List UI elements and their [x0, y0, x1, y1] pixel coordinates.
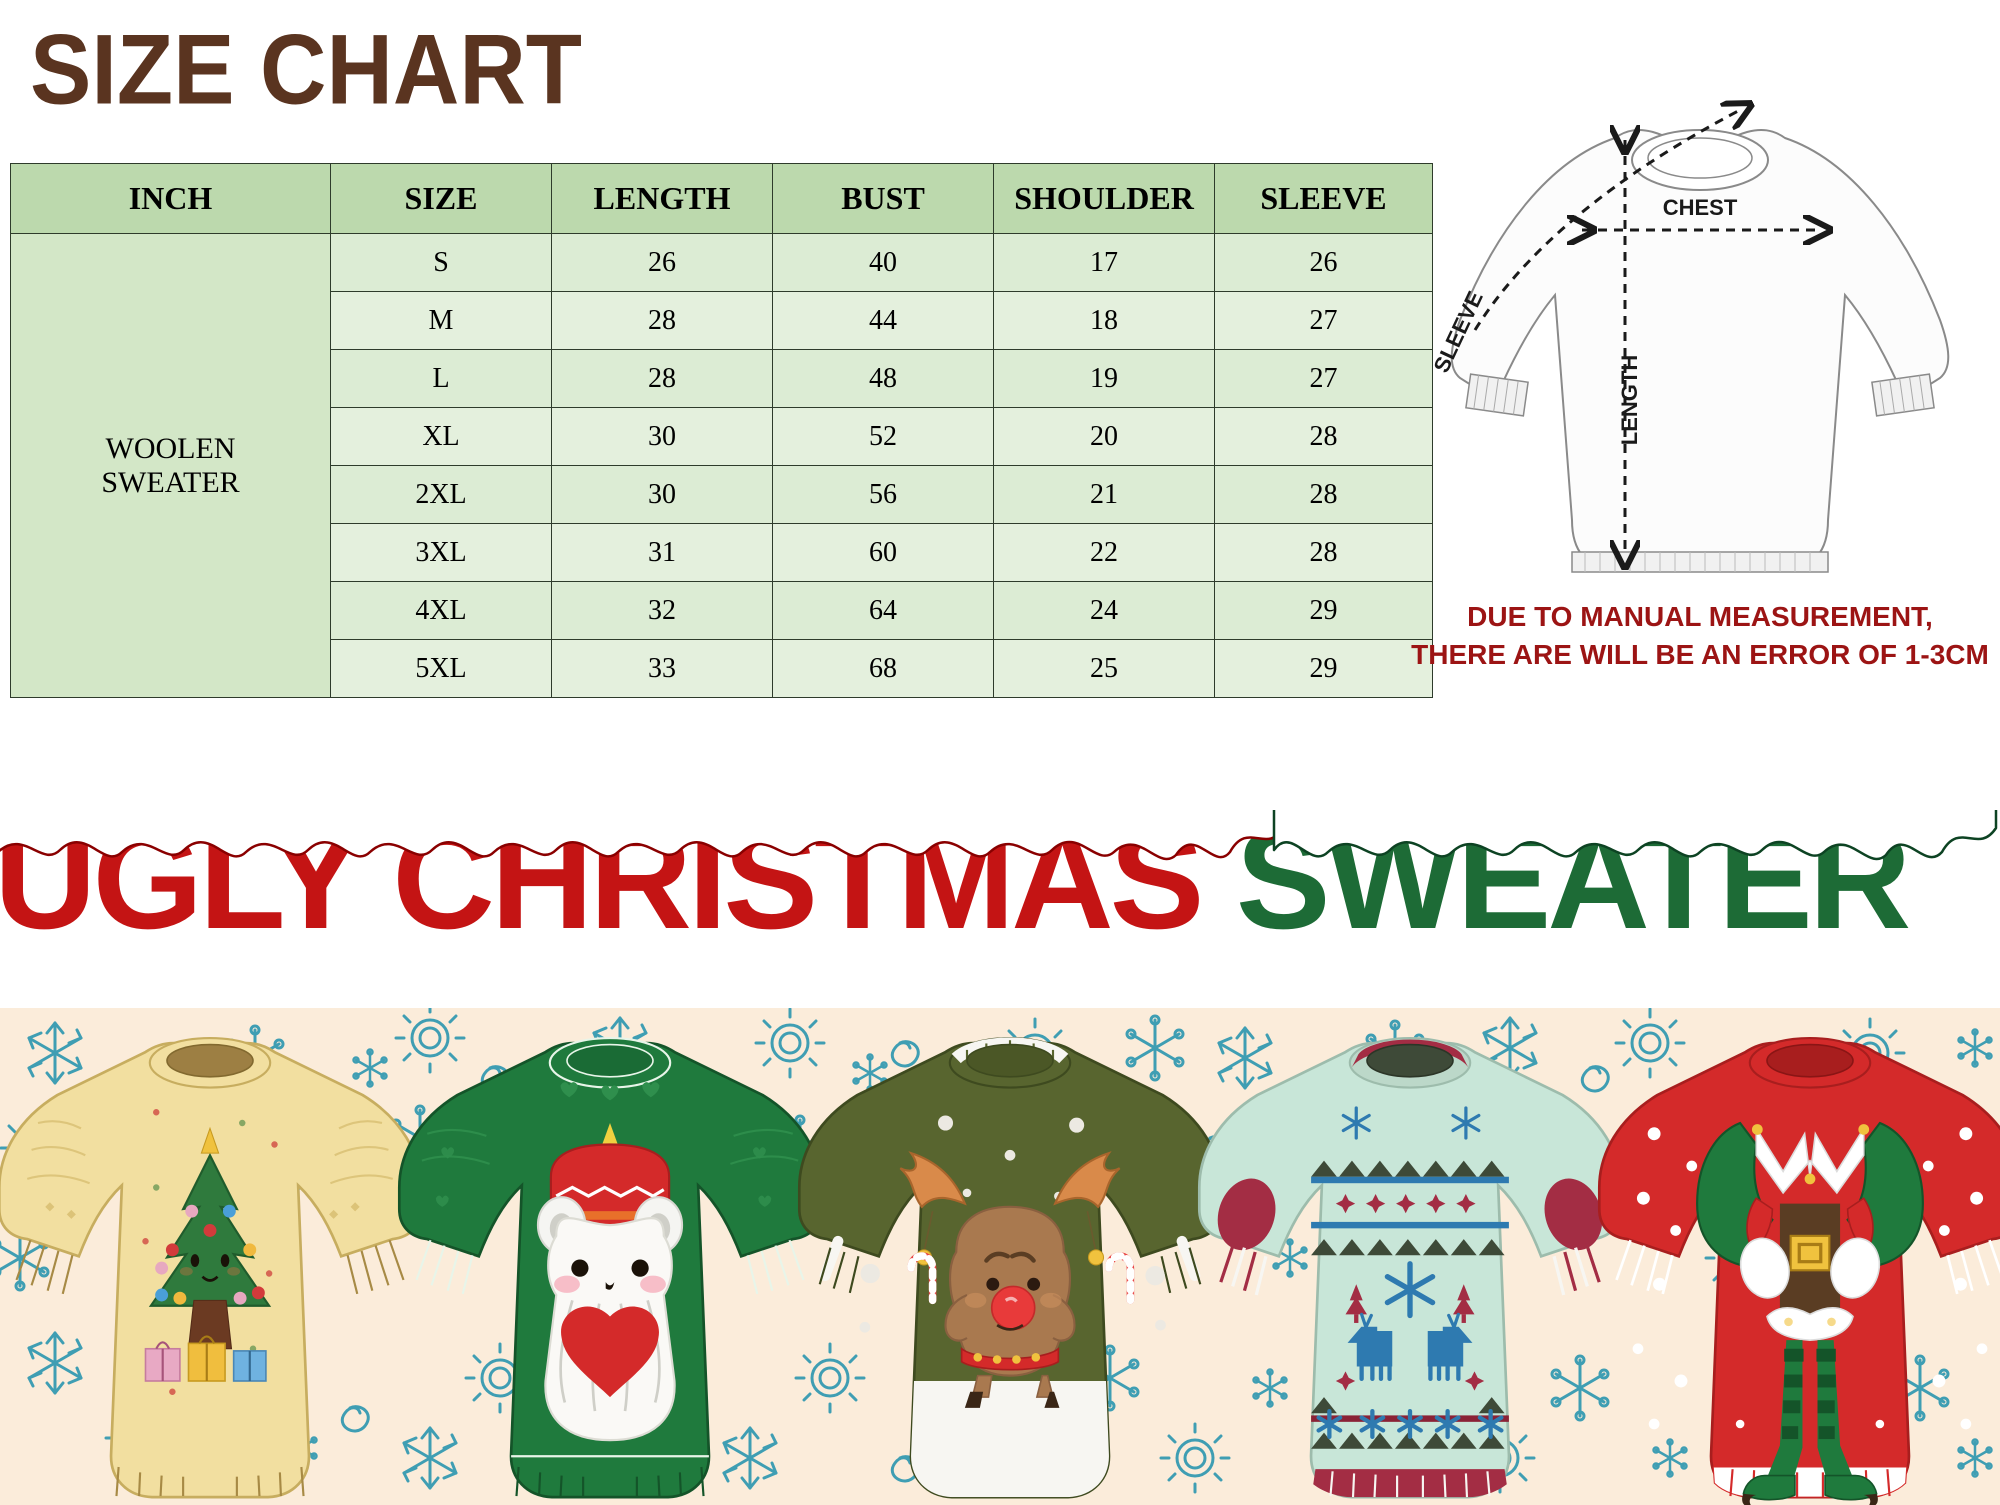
svg-text:CHEST: CHEST: [1663, 195, 1738, 220]
svg-text:LENGTH: LENGTH: [1617, 355, 1642, 445]
